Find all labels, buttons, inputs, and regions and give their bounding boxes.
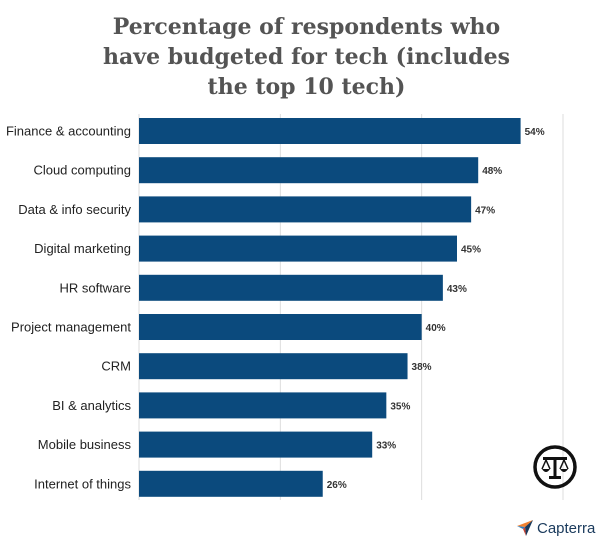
chart-title-line: have budgeted for tech (includes xyxy=(103,44,510,70)
chart-title: Percentage of respondents who have budge… xyxy=(0,12,613,102)
category-label: Mobile business xyxy=(38,437,132,452)
capterra-wordmark: Capterra xyxy=(537,519,596,537)
category-label: Finance & accounting xyxy=(6,124,131,139)
capterra-logo: Capterra xyxy=(516,518,595,538)
scales-of-justice-icon xyxy=(532,444,578,495)
data-label: 47% xyxy=(475,205,495,216)
bar xyxy=(139,118,521,144)
category-label: CRM xyxy=(101,359,131,374)
bar xyxy=(139,314,422,340)
category-label: Project management xyxy=(11,320,131,335)
chart-title-line: the top 10 tech) xyxy=(207,74,406,100)
bar xyxy=(139,470,323,497)
category-label: Cloud computing xyxy=(33,163,131,178)
capterra-arrow-icon xyxy=(517,520,533,536)
category-label: Data & info security xyxy=(18,202,131,217)
data-label: 33% xyxy=(376,441,396,452)
data-label: 38% xyxy=(412,362,432,373)
bar xyxy=(139,235,457,262)
category-label: HR software xyxy=(59,280,131,295)
data-label: 45% xyxy=(461,245,481,256)
data-label: 48% xyxy=(482,166,502,177)
bar xyxy=(139,196,472,223)
data-label: 43% xyxy=(447,284,467,295)
category-label: Digital marketing xyxy=(34,241,131,256)
chart-title-line: Percentage of respondents who xyxy=(112,14,501,40)
bar xyxy=(139,157,479,184)
bar xyxy=(139,274,443,301)
bar xyxy=(139,431,373,458)
category-label: BI & analytics xyxy=(52,398,131,413)
data-label: 26% xyxy=(327,480,347,491)
data-label: 35% xyxy=(390,401,410,412)
bar xyxy=(139,392,387,419)
data-label: 40% xyxy=(426,323,446,334)
bar xyxy=(139,353,408,380)
category-label: Internet of things xyxy=(34,476,131,491)
data-label: 54% xyxy=(525,127,545,138)
